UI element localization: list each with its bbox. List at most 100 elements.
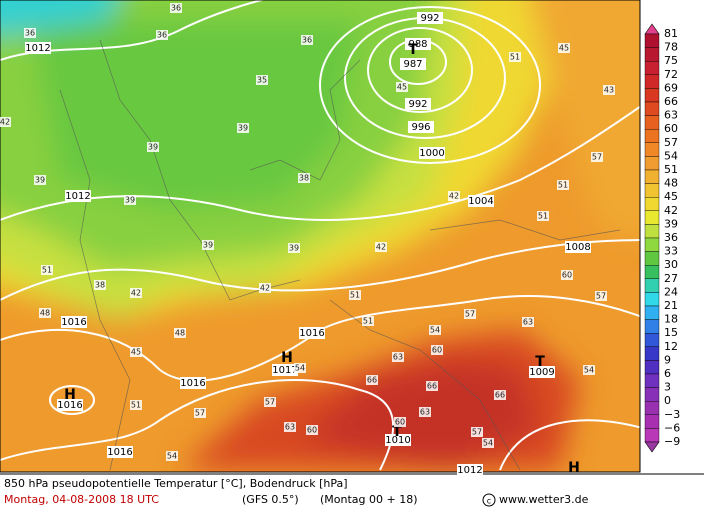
footer-model: (GFS 0.5°) (242, 493, 299, 506)
isobar-label: 992 (420, 13, 439, 24)
theta-label-bg (202, 240, 214, 250)
colorbar-label: 69 (664, 81, 678, 94)
isobar-label-bg (299, 327, 325, 339)
colorbar-cell (644, 47, 660, 62)
isobar-label: 992 (408, 99, 427, 110)
colorbar-label: 42 (664, 204, 678, 217)
isobar-label: 988 (408, 39, 427, 50)
coastlines (59, 39, 621, 471)
colorbar-label: 72 (664, 68, 678, 81)
copyright-icon (482, 493, 496, 507)
theta-label-bg (583, 365, 595, 375)
pressure-center: H (568, 460, 580, 476)
theta-label: 57 (472, 428, 482, 437)
theta-label-bg (537, 211, 549, 221)
theta-label: 51 (363, 317, 373, 326)
theta-label-bg (264, 397, 276, 407)
theta-label-bg (294, 363, 306, 373)
theta-label: 36 (302, 36, 312, 45)
theta-label: 36 (171, 4, 181, 13)
theta-label: 60 (307, 426, 317, 435)
colorbar-cell (644, 333, 660, 348)
theta-label-bg (426, 381, 438, 391)
isobar-label: 1010 (385, 435, 410, 446)
theta-label: 63 (285, 423, 295, 432)
theta-label-bg (259, 283, 271, 293)
isobar-label-bg (385, 434, 411, 446)
theta-label: 45 (131, 348, 141, 357)
colorbar-label: 48 (664, 177, 678, 190)
theta-label: 39 (289, 244, 299, 253)
colorbar-cell (644, 156, 660, 171)
colorbar-label: 63 (664, 109, 678, 122)
colorbar-label: 27 (664, 272, 678, 285)
theta-label: 51 (510, 53, 520, 62)
colorbar-label: 51 (664, 163, 678, 176)
colorbar-label: 15 (664, 326, 678, 339)
colorbar-cell (644, 319, 660, 334)
colorbar-cell (644, 74, 660, 89)
theta-label: 39 (238, 124, 248, 133)
theta-label-bg (284, 422, 296, 432)
isobar-label-bg (57, 399, 83, 411)
theta-label: 42 (0, 118, 10, 127)
isobar-label: 1016 (61, 317, 86, 328)
theta-label-bg (166, 451, 178, 461)
theta-label-bg (392, 352, 404, 362)
theta-label: 39 (148, 143, 158, 152)
colorbar-label: 54 (664, 149, 678, 162)
colorbar-cell (644, 183, 660, 198)
theta-label-bg (130, 347, 142, 357)
pressure-center: H (281, 350, 293, 366)
footer-date: Montag, 04-08-2008 18 UTC (4, 493, 159, 506)
colorbar-cell (644, 387, 660, 402)
isobar-label: 1009 (529, 367, 554, 378)
colorbar-label: 75 (664, 54, 678, 67)
isobar-label: 996 (411, 122, 430, 133)
isobar-label: 1012 (65, 191, 90, 202)
theta-label-bg (288, 243, 300, 253)
isobar-label-bg (419, 147, 445, 159)
theta-label-bg (94, 280, 106, 290)
colorbar-cell (644, 224, 660, 239)
theta-label-bg (482, 438, 494, 448)
colorbar-cell (644, 251, 660, 266)
theta-label-bg (448, 191, 460, 201)
theta-label: 51 (350, 291, 360, 300)
theta-label: 54 (295, 364, 305, 373)
theta-label-bg (595, 291, 607, 301)
pressure-center: T (535, 354, 545, 370)
isobar-label-bg (25, 42, 51, 54)
theta-label: 42 (260, 284, 270, 293)
colorbar-cell (644, 373, 660, 388)
footer-title: 850 hPa pseudopotentielle Temperatur [°C… (4, 477, 348, 490)
colorbar-label: 39 (664, 217, 678, 230)
theta-label-bg (34, 175, 46, 185)
colorbar-cell (644, 237, 660, 252)
map-field (0, 0, 640, 472)
colorbar-top-arrow (644, 23, 660, 35)
isobar-label-bg (272, 364, 298, 376)
colorbar-label: −3 (664, 408, 680, 421)
theta-label: 36 (25, 29, 35, 38)
colorbar-cell (644, 169, 660, 184)
isobar-label: 1016 (107, 447, 132, 458)
colorbar-cell (644, 61, 660, 76)
colorbar-label: 66 (664, 95, 678, 108)
theta-label: 43 (604, 86, 614, 95)
theta-label: 57 (195, 409, 205, 418)
theta-label-bg (349, 290, 361, 300)
isobar-label: 1016 (57, 400, 82, 411)
isobar-label-bg (405, 38, 431, 50)
theta-label-bg (429, 325, 441, 335)
isobar-label: 1012 (457, 465, 482, 476)
isobar-label: 1017 (272, 365, 297, 376)
theta-label-bg (558, 43, 570, 53)
theta-label-bg (130, 400, 142, 410)
theta-label: 38 (299, 174, 309, 183)
theta-label: 57 (596, 292, 606, 301)
colorbar-cell (644, 142, 660, 157)
colorbar-cell (644, 115, 660, 130)
isobar-label-bg (405, 98, 431, 110)
